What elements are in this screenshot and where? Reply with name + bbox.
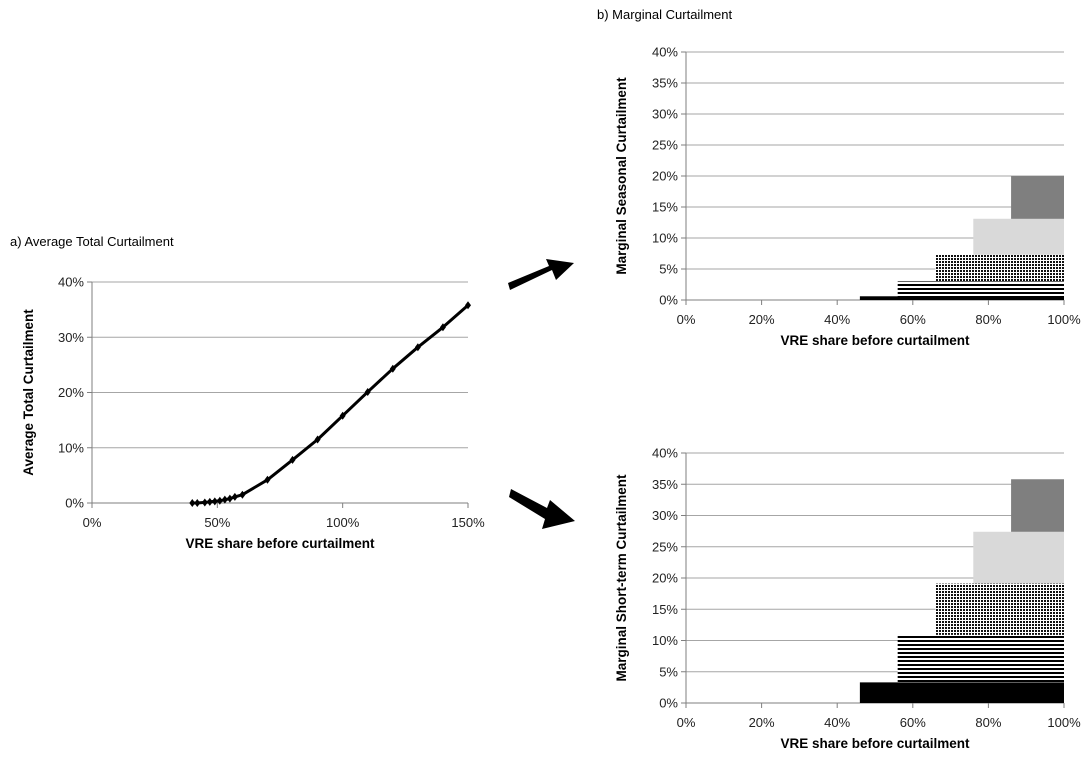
chart-b-ytick-label: 20% — [652, 169, 678, 184]
chart-c-ytick-label: 20% — [652, 571, 678, 586]
chart-c-ytick-label: 10% — [652, 633, 678, 648]
chart-b-y-axis-label: Marginal Seasonal Curtailment — [614, 77, 629, 275]
chart-b-xtick-label: 60% — [900, 312, 926, 327]
chart-marginal-short-term: 0% 5% 10% 15% 20% 25% 30% 35% 40% 0% 20% 40% 60% 80% 1… — [614, 446, 1081, 752]
data-point-marker — [465, 301, 471, 310]
chart-c-xtick-label: 60% — [900, 715, 926, 730]
data-point-marker — [201, 498, 208, 507]
data-point-marker — [216, 496, 223, 505]
chart-a-ytick-label: 20% — [58, 385, 84, 400]
arrow-up-right-icon — [508, 259, 574, 290]
chart-b-bar — [897, 281, 1064, 300]
data-point-marker — [264, 475, 271, 484]
data-point-marker — [364, 387, 371, 396]
chart-a-xtick-label: 50% — [204, 515, 230, 530]
chart-a-xtick-label: 0% — [83, 515, 102, 530]
chart-b-ytick-label: 15% — [652, 200, 678, 215]
chart-c-ytick-label: 15% — [652, 602, 678, 617]
chart-a-xtick-label: 100% — [326, 515, 360, 530]
chart-c-y-axis-label: Marginal Short-term Curtailment — [614, 474, 629, 682]
chart-a-ytick-label: 40% — [58, 275, 84, 290]
data-point-marker — [439, 323, 446, 332]
chart-a-ytick-label: 0% — [65, 496, 84, 511]
chart-a-ytick-label: 10% — [58, 440, 84, 455]
data-point-marker — [389, 364, 396, 373]
chart-c-ytick-label: 0% — [659, 696, 678, 711]
data-point-marker — [194, 499, 201, 507]
chart-b-ytick-label: 35% — [652, 76, 678, 91]
chart-b-ytick-label: 10% — [652, 231, 678, 246]
data-point-marker — [189, 499, 196, 507]
chart-b-ytick-label: 5% — [659, 262, 678, 277]
data-point-marker — [239, 490, 246, 499]
chart-c-xtick-label: 20% — [749, 715, 775, 730]
chart-b-xtick-label: 20% — [749, 312, 775, 327]
chart-c-ytick-label: 25% — [652, 539, 678, 554]
chart-a-xtick-label: 150% — [451, 515, 485, 530]
chart-a-y-axis-label: Average Total Curtailment — [21, 309, 36, 476]
chart-c-ytick-label: 5% — [659, 664, 678, 679]
chart-c-ytick-label: 40% — [652, 446, 678, 461]
chart-c-ytick-label: 35% — [652, 477, 678, 492]
chart-marginal-seasonal: 0% 5% 10% 15% 20% 25% 30% 35% 40% 0% 20% 40% 60% 80% 1… — [614, 45, 1081, 349]
data-point-marker — [211, 497, 218, 506]
chart-b-xtick-label: 100% — [1047, 312, 1081, 327]
chart-c-xtick-label: 40% — [824, 715, 850, 730]
chart-b-x-axis-label: VRE share before curtailment — [780, 333, 970, 348]
chart-c-xtick-label: 100% — [1047, 715, 1081, 730]
chart-b-ytick-label: 0% — [659, 293, 678, 308]
panel-a-title: a) Average Total Curtailment — [10, 234, 174, 249]
chart-b-ytick-label: 40% — [652, 45, 678, 60]
data-point-marker — [339, 411, 346, 420]
data-point-marker — [414, 343, 421, 352]
chart-c-ytick-label: 30% — [652, 508, 678, 523]
arrow-down-right-icon — [509, 489, 575, 529]
chart-a-ytick-label: 30% — [58, 330, 84, 345]
chart-b-xtick-label: 40% — [824, 312, 850, 327]
chart-b-ytick-label: 25% — [652, 138, 678, 153]
panel-b-title: b) Marginal Curtailment — [597, 7, 733, 22]
curtailment-line — [192, 304, 469, 505]
chart-c-x-axis-label: VRE share before curtailment — [780, 736, 970, 751]
chart-b-xtick-label: 80% — [975, 312, 1001, 327]
data-point-marker — [221, 495, 228, 504]
data-point-marker — [226, 494, 233, 503]
chart-b-xtick-label: 0% — [677, 312, 696, 327]
data-point-marker — [314, 435, 321, 444]
chart-c-xtick-label: 80% — [975, 715, 1001, 730]
chart-average-total: 0% 10% 20% 30% 40% 0% 50% 100% 150% VRE share bef… — [21, 275, 485, 552]
chart-a-x-axis-label: VRE share before curtailment — [185, 536, 375, 551]
chart-c-bar — [859, 682, 1064, 703]
chart-b-ytick-label: 30% — [652, 107, 678, 122]
chart-b-bar — [859, 296, 1064, 300]
data-point-marker — [289, 455, 296, 464]
chart-c-xtick-label: 0% — [677, 715, 696, 730]
data-point-marker — [231, 492, 238, 501]
data-point-marker — [206, 497, 213, 506]
